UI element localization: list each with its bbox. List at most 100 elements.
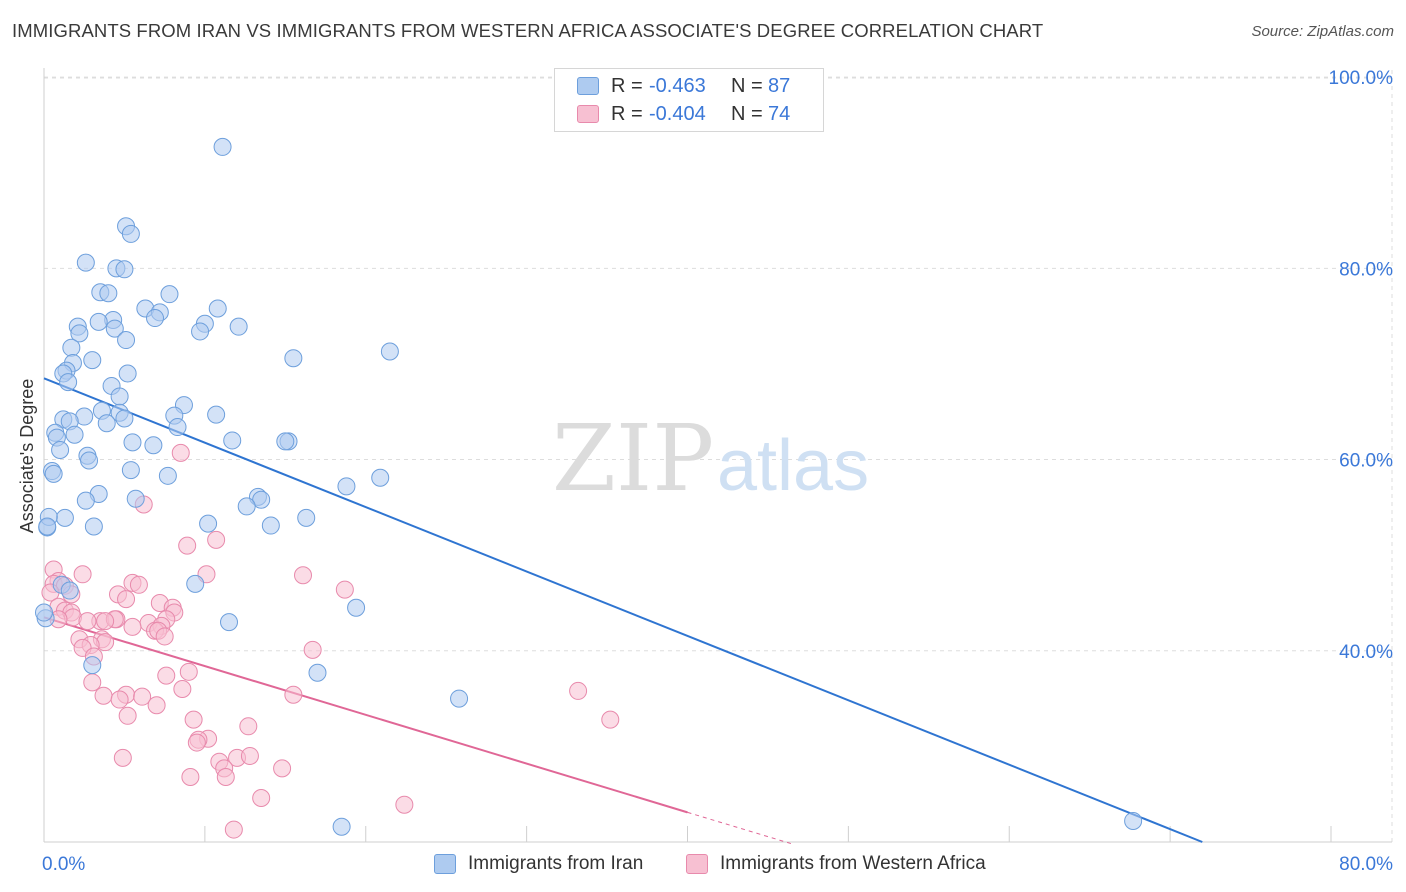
y-tick-label: 60.0% <box>1339 451 1393 472</box>
data-point-iran <box>308 663 327 682</box>
legend-box: R = -0.463 N = 87 R = -0.404 N = 74 <box>554 68 824 132</box>
x-tick-label: 80.0% <box>1339 854 1393 875</box>
legend-r-label: R = <box>611 74 643 97</box>
data-point-iran <box>158 466 177 485</box>
data-point-wafrica <box>117 590 136 609</box>
data-point-wafrica <box>181 767 200 786</box>
data-point-wafrica <box>157 666 176 685</box>
data-point-wafrica <box>123 617 142 636</box>
data-point-iran <box>186 574 205 593</box>
data-point-iran <box>261 516 280 535</box>
legend-swatch-iran <box>577 77 599 95</box>
data-point-iran <box>65 425 84 444</box>
data-point-wafrica <box>147 696 166 715</box>
trend-line-wafrica <box>43 616 688 814</box>
data-point-iran <box>229 317 248 336</box>
bottom-legend-label-iran: Immigrants from Iran <box>468 853 644 874</box>
legend-r-label: R = <box>611 102 643 125</box>
data-point-wafrica <box>171 443 190 462</box>
data-point-wafrica <box>395 795 414 814</box>
data-point-wafrica <box>129 575 148 594</box>
data-point-iran <box>380 342 399 361</box>
data-point-iran <box>35 603 53 622</box>
data-point-wafrica <box>187 733 206 752</box>
data-point-wafrica <box>73 565 92 584</box>
data-point-iran <box>371 468 390 487</box>
data-point-iran <box>284 349 303 368</box>
y-tick-label: 80.0% <box>1339 259 1393 280</box>
data-point-iran <box>220 613 239 632</box>
data-point-iran <box>55 508 74 527</box>
data-point-wafrica <box>335 580 354 599</box>
source-label: Source: ZipAtlas.com <box>1251 23 1394 40</box>
data-point-iran <box>347 598 366 617</box>
data-point-iran <box>44 464 63 483</box>
data-point-iran <box>51 441 70 459</box>
data-point-wafrica <box>83 673 102 692</box>
data-point-iran <box>223 431 242 450</box>
data-point-wafrica <box>240 746 259 765</box>
y-axis-label: Associate's Degree <box>17 379 37 534</box>
trend-line-iran <box>43 377 1203 843</box>
watermark-atlas: atlas <box>717 426 869 506</box>
data-point-wafrica <box>569 681 588 700</box>
data-point-iran <box>115 409 134 428</box>
data-point-wafrica <box>113 748 132 767</box>
series-iran-points <box>35 137 1143 836</box>
data-point-wafrica <box>133 687 152 706</box>
data-point-wafrica <box>155 627 174 646</box>
data-point-iran <box>83 656 102 675</box>
data-point-iran <box>38 517 57 536</box>
data-point-wafrica <box>110 690 129 709</box>
data-point-wafrica <box>216 767 235 786</box>
chart-title: IMMIGRANTS FROM IRAN VS IMMIGRANTS FROM … <box>12 20 1044 41</box>
bottom-legend-label-wafrica: Immigrants from Western Africa <box>720 853 986 874</box>
trend-lines <box>43 377 1203 845</box>
data-point-wafrica <box>239 717 258 736</box>
legend-row-iran: R = -0.463 N = 87 <box>577 74 790 98</box>
y-tick-label: 40.0% <box>1339 642 1393 663</box>
data-point-iran <box>83 351 102 370</box>
legend-n-value: 87 <box>768 74 791 97</box>
data-point-wafrica <box>78 612 97 631</box>
data-point-iran <box>121 224 140 243</box>
data-point-iran <box>89 312 108 331</box>
bottom-legend-swatch-iran <box>434 854 456 874</box>
data-point-iran <box>207 405 226 424</box>
data-point-iran <box>76 491 95 510</box>
data-point-iran <box>76 253 95 272</box>
legend-r-value: -0.404 <box>649 102 706 125</box>
grid <box>44 70 1393 842</box>
legend-swatch-wafrica <box>577 105 599 123</box>
data-point-iran <box>144 436 163 455</box>
bottom-legend-iran: Immigrants from Iran <box>434 852 643 876</box>
data-point-iran <box>160 285 179 304</box>
trend-line-wafrica-extension <box>687 811 793 845</box>
y-tick-label: 100.0% <box>1329 68 1394 89</box>
data-point-iran <box>1124 811 1143 830</box>
data-point-wafrica <box>118 706 137 725</box>
data-point-iran <box>84 517 103 536</box>
data-point-iran <box>332 817 351 836</box>
data-point-iran <box>213 137 232 156</box>
data-point-wafrica <box>96 612 115 631</box>
data-point-iran <box>126 489 145 508</box>
data-point-iran <box>99 284 118 303</box>
data-point-iran <box>121 461 140 480</box>
data-point-wafrica <box>252 789 271 808</box>
legend-n-label: N = <box>731 102 763 125</box>
bottom-legend-swatch-wafrica <box>686 854 708 874</box>
data-point-iran <box>105 319 124 338</box>
data-point-wafrica <box>303 640 322 659</box>
axes <box>43 68 1392 843</box>
data-point-wafrica <box>601 710 620 729</box>
data-point-wafrica <box>294 566 313 585</box>
data-point-iran <box>237 497 256 516</box>
legend-r-value: -0.463 <box>649 74 706 97</box>
data-point-wafrica <box>173 680 192 699</box>
data-point-iran <box>110 387 129 406</box>
data-point-wafrica <box>207 530 226 549</box>
data-point-iran <box>191 322 210 341</box>
data-point-iran <box>146 309 165 328</box>
